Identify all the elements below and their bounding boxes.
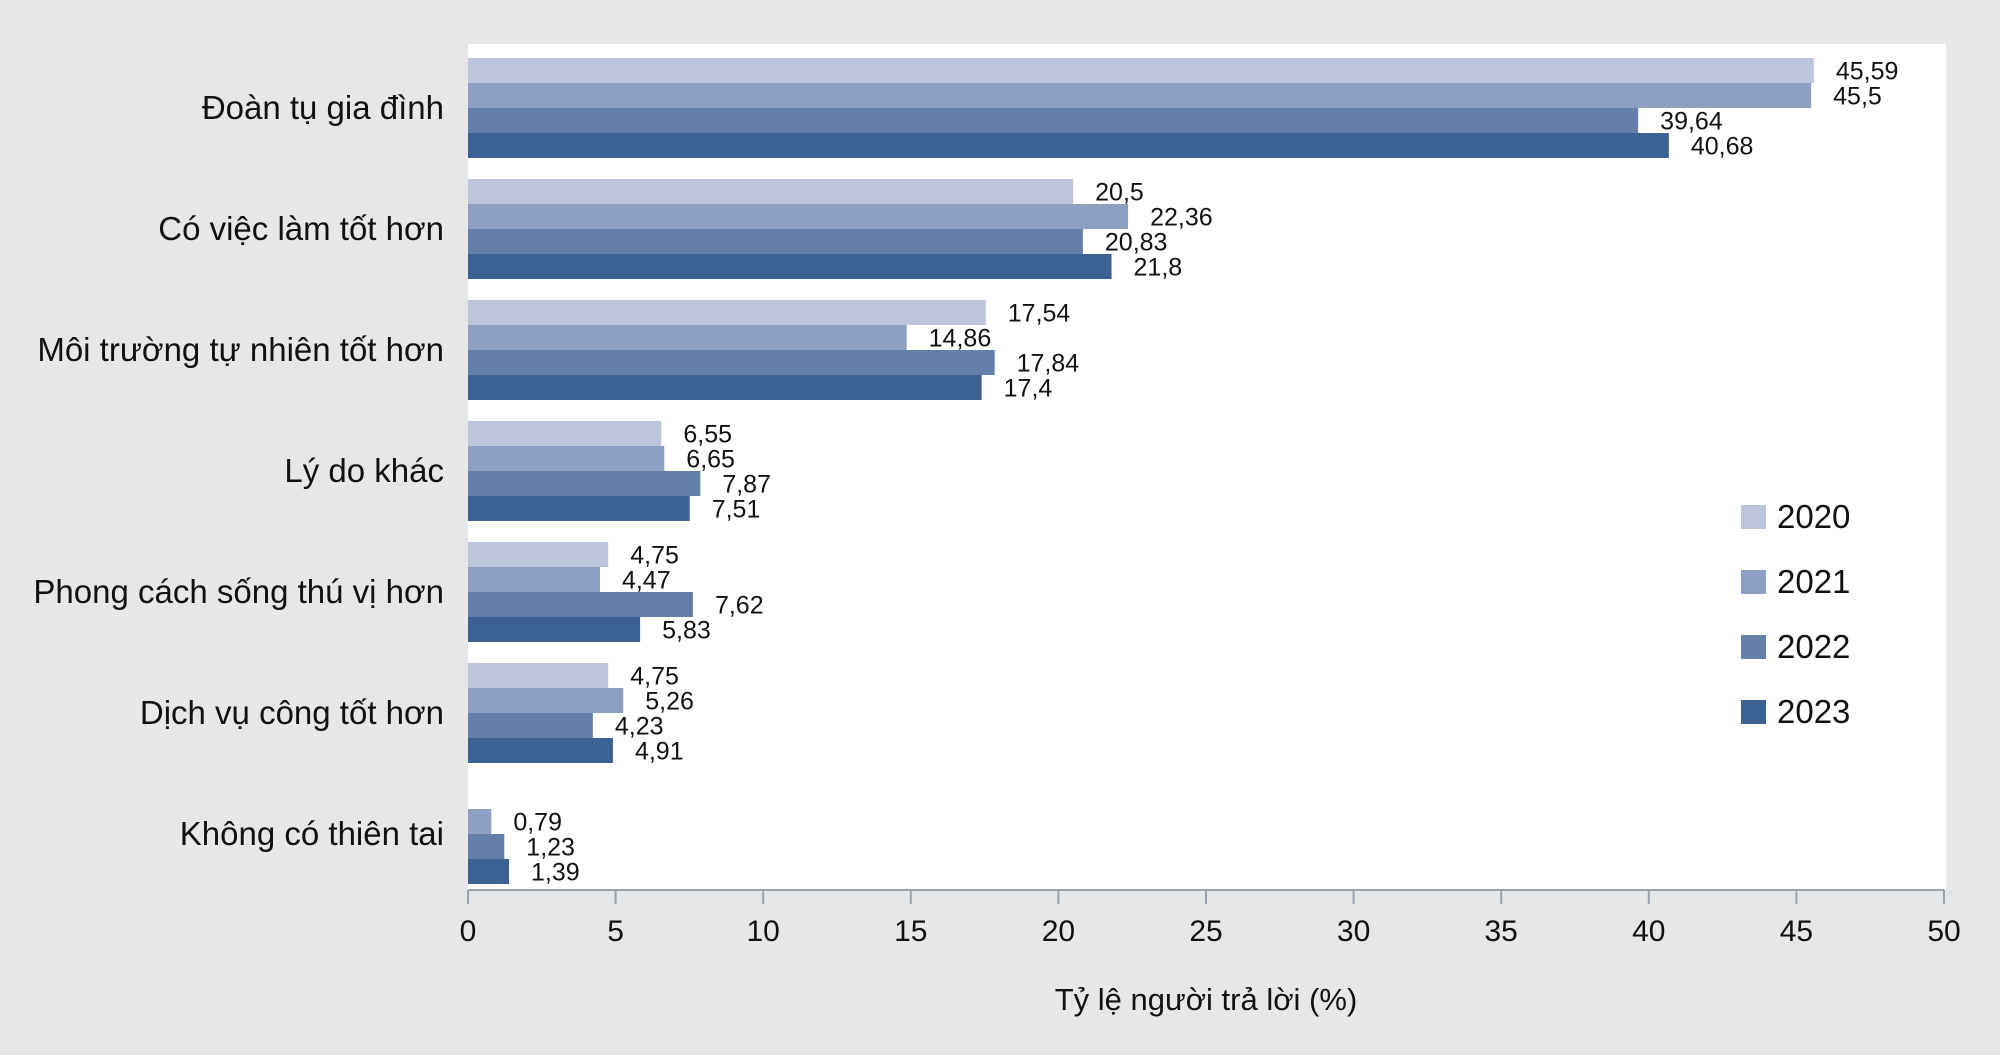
x-axis: 0 5 10 15 20 25 30 35 40 45 50 <box>460 889 1961 948</box>
data-label: 14,86 <box>929 325 992 353</box>
bar-2022 <box>468 592 693 617</box>
legend-label: 2022 <box>1777 628 1850 665</box>
bar-2022 <box>468 108 1639 133</box>
category-label: Lý do khác <box>284 452 444 489</box>
legend-label: 2021 <box>1777 563 1850 600</box>
bar-2020 <box>468 300 986 325</box>
data-label: 17,84 <box>1017 350 1080 378</box>
bar-2023 <box>468 133 1669 158</box>
bar-2022 <box>468 229 1083 254</box>
bar-2020 <box>468 58 1814 83</box>
data-label: 39,64 <box>1660 108 1723 136</box>
x-tick-label: 20 <box>1042 915 1075 948</box>
bar-2021 <box>468 688 624 713</box>
bar-2020 <box>468 179 1074 204</box>
bar-2023 <box>468 254 1112 279</box>
category-label: Dịch vụ công tốt hơn <box>140 694 444 731</box>
x-tick-label: 35 <box>1485 915 1518 948</box>
data-label: 45,5 <box>1833 83 1882 111</box>
legend-swatch-2021 <box>1741 570 1766 594</box>
x-axis-title: Tỷ lệ người trả lời (%) <box>1055 982 1358 1017</box>
data-label: 6,55 <box>683 421 732 449</box>
data-label: 20,5 <box>1095 179 1144 207</box>
category-labels-layer: Đoàn tụ gia đình Có việc làm tốt hơn Môi t… <box>33 89 444 852</box>
bar-2023 <box>468 859 510 884</box>
x-tick-label: 10 <box>747 915 780 948</box>
legend-label: 2023 <box>1777 693 1850 730</box>
category-label: Có việc làm tốt hơn <box>158 210 444 247</box>
bar-2021 <box>468 809 492 834</box>
x-tick-label: 15 <box>894 915 927 948</box>
data-label: 5,26 <box>645 688 694 716</box>
data-label: 22,36 <box>1150 204 1213 232</box>
data-label: 1,23 <box>526 834 575 862</box>
category-label: Không có thiên tai <box>180 815 444 852</box>
bars-layer <box>468 58 1814 884</box>
bar-2023 <box>468 617 641 642</box>
data-label: 0,79 <box>513 809 562 837</box>
data-label: 1,39 <box>531 859 580 887</box>
x-tick-label: 5 <box>607 915 624 948</box>
bar-2023 <box>468 375 982 400</box>
bar-2023 <box>468 738 613 763</box>
bar-2021 <box>468 83 1812 108</box>
data-label: 20,83 <box>1105 229 1168 257</box>
bar-2021 <box>468 446 665 471</box>
legend-swatch-2023 <box>1741 700 1766 724</box>
data-label: 4,91 <box>635 738 684 766</box>
bar-2021 <box>468 567 600 592</box>
x-tick-label: 30 <box>1337 915 1370 948</box>
x-tick-label: 0 <box>460 915 477 948</box>
data-label: 45,59 <box>1836 58 1899 86</box>
data-label: 40,68 <box>1691 133 1754 161</box>
x-tick-label: 50 <box>1927 915 1960 948</box>
bar-2022 <box>468 350 995 375</box>
data-label: 21,8 <box>1134 254 1183 282</box>
legend: 2020 2021 2022 2023 <box>1741 498 1850 730</box>
bar-2020 <box>468 663 609 688</box>
x-tick-label: 45 <box>1780 915 1813 948</box>
data-label: 4,75 <box>630 542 679 570</box>
data-label: 7,87 <box>722 471 771 499</box>
x-tick-label: 40 <box>1632 915 1665 948</box>
legend-label: 2020 <box>1777 498 1850 535</box>
data-label: 17,4 <box>1004 375 1053 403</box>
bar-2021 <box>468 204 1129 229</box>
data-label: 4,47 <box>622 567 671 595</box>
category-label: Môi trường tự nhiên tốt hơn <box>37 331 444 368</box>
data-label: 6,65 <box>686 446 735 474</box>
data-label: 7,51 <box>712 496 761 524</box>
legend-swatch-2022 <box>1741 635 1766 659</box>
bar-2022 <box>468 834 505 859</box>
bar-2022 <box>468 713 593 738</box>
x-tick-label: 25 <box>1189 915 1222 948</box>
category-label: Đoàn tụ gia đình <box>202 89 444 126</box>
data-label: 17,54 <box>1008 300 1071 328</box>
legend-swatch-2020 <box>1741 505 1766 529</box>
data-label: 4,75 <box>630 663 679 691</box>
data-label: 5,83 <box>662 617 711 645</box>
bar-2021 <box>468 325 907 350</box>
data-label: 7,62 <box>715 592 764 620</box>
data-label: 4,23 <box>615 713 664 741</box>
category-label: Phong cách sống thú vị hơn <box>33 573 444 610</box>
bar-2023 <box>468 496 690 521</box>
bar-2020 <box>468 542 609 567</box>
bar-2022 <box>468 471 701 496</box>
bar-2020 <box>468 421 662 446</box>
